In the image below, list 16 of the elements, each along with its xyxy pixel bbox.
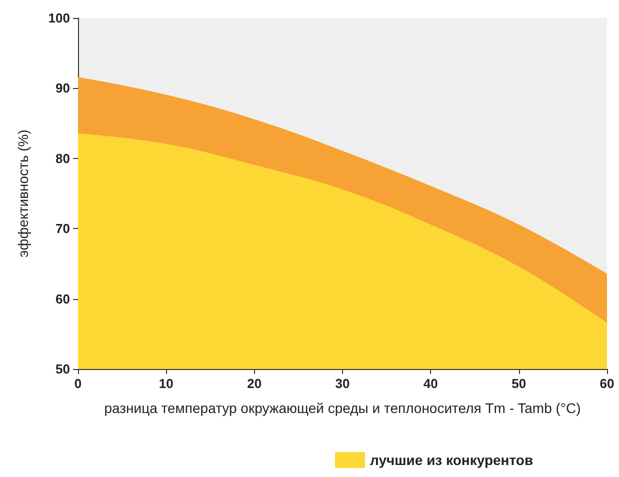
x-tick-label: 60 [600, 376, 614, 391]
x-tick-label: 50 [512, 376, 526, 391]
y-axis-title: эффективность (%) [15, 130, 31, 258]
y-tick-label: 80 [56, 150, 70, 166]
legend-label: лучшие из конкурентов [370, 452, 534, 468]
y-tick-label: 100 [48, 10, 70, 26]
x-axis-title: разница температур окружающей среды и теплоносителя Tm - Tamb (°C) [104, 400, 581, 416]
x-tick-label: 10 [158, 376, 174, 391]
y-tick-label: 60 [56, 291, 70, 306]
x-tick-label: 20 [247, 376, 262, 391]
y-tick-label: 90 [56, 80, 70, 96]
x-tick-label: 40 [423, 376, 438, 391]
y-tick-label: 50 [56, 362, 70, 376]
x-tick-label: 30 [335, 376, 350, 391]
y-tick-label: 70 [56, 221, 70, 236]
x-tick-label: 0 [74, 376, 82, 391]
